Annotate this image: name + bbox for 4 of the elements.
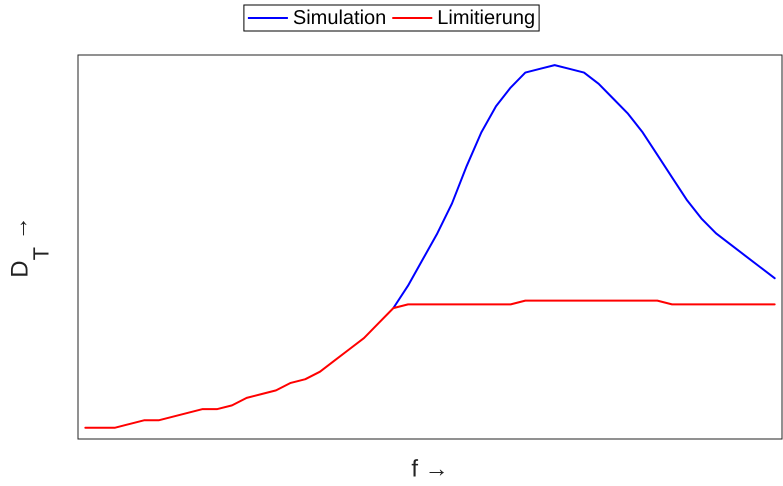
legend-label: Simulation xyxy=(292,7,386,29)
y-axis-title: DT → xyxy=(6,216,54,278)
legend-label: Limitierung xyxy=(437,7,536,29)
x-axis-title: f → xyxy=(411,456,449,482)
